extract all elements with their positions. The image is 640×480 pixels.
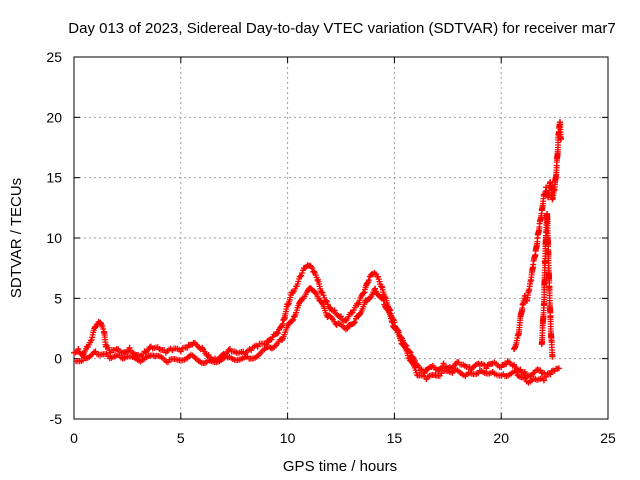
data-point xyxy=(327,313,334,320)
data-point xyxy=(274,329,281,336)
y-axis-label: SDTVAR / TECUs xyxy=(8,178,25,298)
data-point xyxy=(323,297,330,304)
x-tick-label: 10 xyxy=(280,430,296,446)
axis-ticks: 0 5 10 15 20 25 -5 0 5 10 15 20 25 xyxy=(46,49,616,446)
data-point xyxy=(521,374,528,381)
x-axis-label: GPS time / hours xyxy=(283,458,397,475)
data-point xyxy=(309,265,316,272)
data-point xyxy=(271,343,278,350)
data-point xyxy=(555,365,562,372)
data-point xyxy=(344,325,351,332)
data-point xyxy=(100,325,107,332)
data-point xyxy=(320,292,327,299)
data-point xyxy=(385,308,392,315)
y-tick-label: 0 xyxy=(54,351,62,367)
data-point xyxy=(547,371,554,378)
data-point xyxy=(75,346,82,353)
data-point xyxy=(350,320,357,327)
data-point xyxy=(298,272,305,279)
data-point xyxy=(558,136,565,143)
data-point xyxy=(397,337,404,344)
data-point xyxy=(273,330,280,337)
data-point xyxy=(177,348,184,355)
data-point xyxy=(540,377,547,384)
data-point xyxy=(357,311,364,318)
y-tick-label: 20 xyxy=(46,109,62,125)
y-tick-label: -5 xyxy=(50,411,63,427)
data-point xyxy=(440,360,447,367)
x-tick-label: 25 xyxy=(600,430,616,446)
y-tick-label: 15 xyxy=(46,170,62,186)
data-point xyxy=(225,347,232,354)
y-tick-label: 5 xyxy=(54,290,62,306)
x-tick-label: 20 xyxy=(493,430,509,446)
data-point xyxy=(521,368,528,375)
data-point xyxy=(331,307,338,314)
data-points xyxy=(71,119,565,386)
grid-lines xyxy=(74,57,608,419)
data-point xyxy=(372,285,379,292)
data-point xyxy=(549,353,556,360)
chart-title: Day 013 of 2023, Sidereal Day-to-day VTE… xyxy=(68,20,615,37)
data-point xyxy=(513,368,520,375)
data-point xyxy=(146,344,153,351)
data-point xyxy=(380,297,387,304)
data-point xyxy=(338,313,344,320)
data-point xyxy=(92,324,99,331)
data-point xyxy=(289,317,296,324)
y-tick-label: 25 xyxy=(46,49,62,65)
data-point xyxy=(351,319,358,326)
y-tick-label: 10 xyxy=(46,230,62,246)
data-point xyxy=(522,375,529,382)
data-point xyxy=(279,320,286,327)
data-point xyxy=(389,319,396,326)
x-tick-label: 0 xyxy=(70,430,78,446)
data-point xyxy=(483,365,490,372)
x-tick-label: 5 xyxy=(177,430,185,446)
data-point xyxy=(184,344,191,351)
x-tick-label: 15 xyxy=(387,430,403,446)
data-point xyxy=(98,320,105,327)
data-point xyxy=(365,277,372,284)
data-point xyxy=(297,273,304,280)
